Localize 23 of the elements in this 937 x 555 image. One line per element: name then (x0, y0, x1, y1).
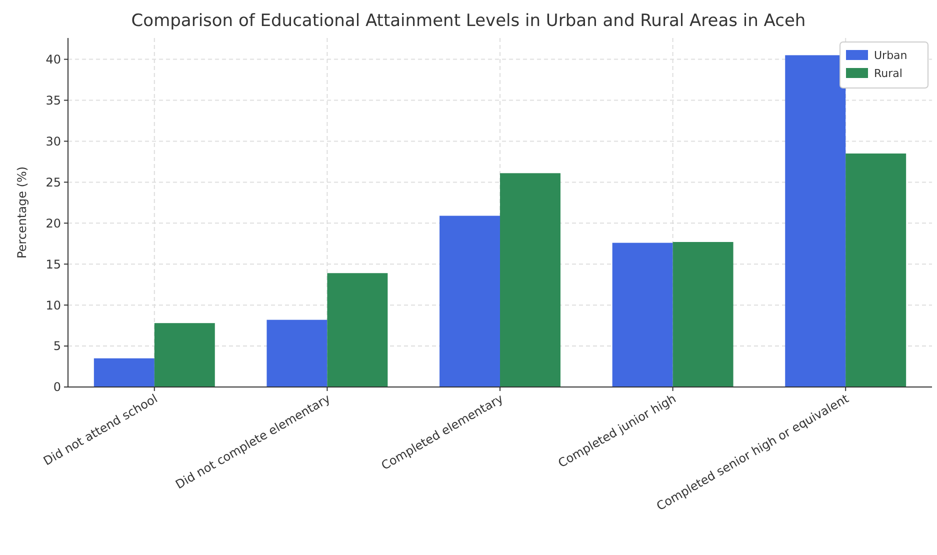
y-tick-label: 0 (53, 380, 61, 394)
bar (785, 55, 846, 387)
bar (672, 242, 734, 387)
legend-label: Rural (874, 67, 902, 80)
y-tick-label: 20 (46, 216, 61, 230)
y-tick-label: 25 (46, 175, 61, 190)
y-tick-label: 15 (46, 257, 61, 272)
y-tick-label: 30 (46, 134, 61, 148)
chart-title: Comparison of Educational Attainment Levels in Urban and Rural Areas in Aceh (131, 11, 806, 31)
bar (440, 216, 500, 387)
bar (846, 154, 906, 387)
y-tick-label: 35 (46, 93, 61, 108)
y-tick-label: 10 (46, 298, 61, 312)
bar (500, 173, 560, 387)
y-tick-label: 40 (46, 52, 61, 66)
y-axis-title: Percentage (%) (15, 166, 29, 259)
bar (154, 323, 215, 387)
bar (266, 320, 328, 387)
bar (612, 242, 673, 387)
y-tick-label: 5 (53, 339, 61, 354)
legend-label: Urban (874, 49, 908, 62)
bar (94, 358, 154, 387)
bar (327, 273, 388, 387)
